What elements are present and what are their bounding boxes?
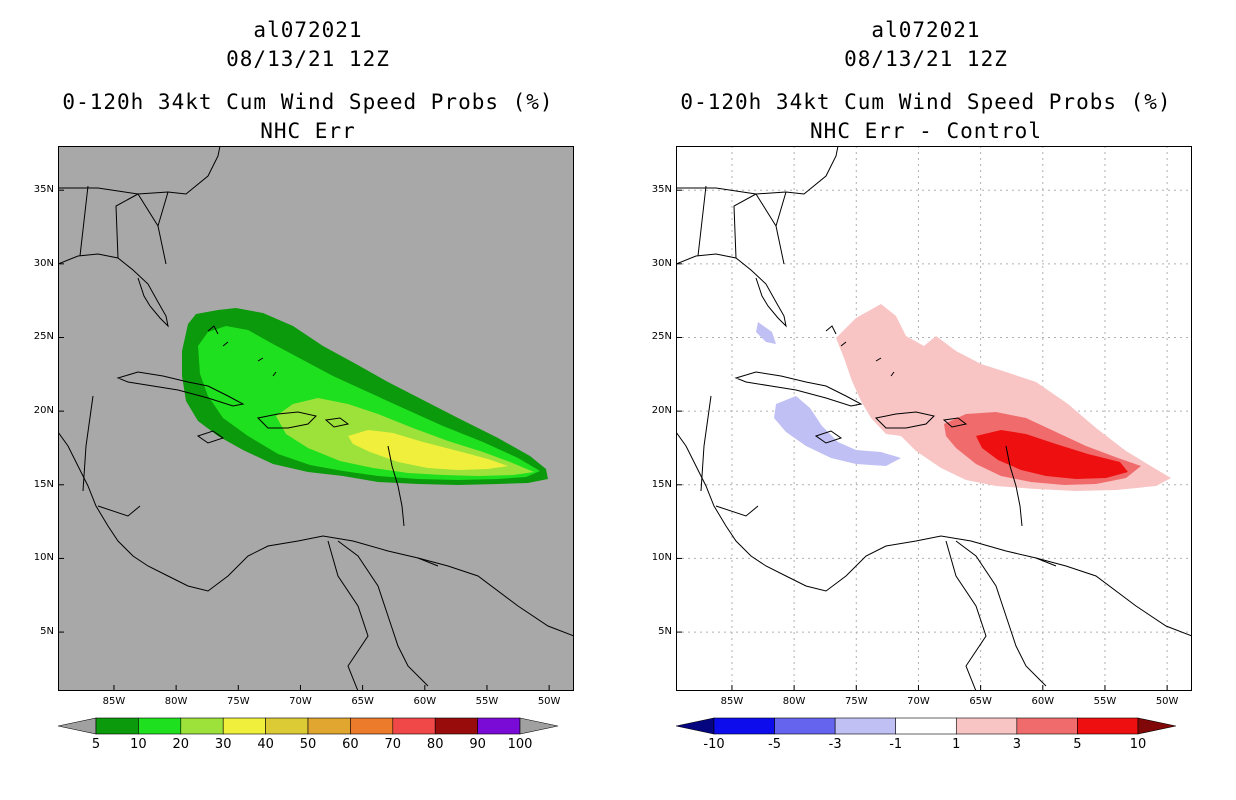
colorbar-swatch [713, 717, 775, 735]
colorbar-label: 90 [469, 737, 486, 752]
left-lon-label: 70W [289, 696, 312, 707]
colorbar-label: 1 [952, 737, 960, 752]
colorbar-label: 3 [1013, 737, 1021, 752]
colorbar-label: -5 [768, 737, 781, 752]
right-lat-label: 35N [651, 184, 672, 196]
diff-contour-minus-1-lower [774, 396, 901, 466]
colorbar-swatch [434, 717, 478, 735]
right-map-border [676, 146, 1192, 691]
colorbar-label: 5 [92, 737, 100, 752]
colorbar-label: 80 [427, 737, 444, 752]
right-lon-label: 55W [1093, 696, 1117, 707]
colorbar-label: 70 [385, 737, 402, 752]
left-date: 08/13/21 12Z [226, 47, 390, 71]
left-probability-map [58, 146, 574, 691]
right-lon-label: 60W [1031, 696, 1055, 707]
left-lat-label: 5N [40, 626, 54, 638]
right-lon-label: 85W [720, 696, 744, 707]
colorbar-under-triangle [58, 717, 97, 735]
colorbar-swatch [834, 717, 897, 735]
colorbar-label: 20 [173, 737, 190, 752]
colorbar-label: 100 [508, 737, 533, 752]
right-lon-label: 70W [907, 696, 930, 707]
left-lat-label: 10N [33, 552, 54, 564]
right-lat-label: 5N [658, 626, 672, 638]
colorbar-label: 10 [1130, 737, 1147, 752]
colorbar-label: 5 [1073, 737, 1081, 752]
colorbar-swatch [180, 717, 224, 735]
colorbar-swatch [265, 717, 309, 735]
left-colorbar: 5 10 20 30 40 50 60 70 80 90 100 [58, 717, 558, 752]
left-lon-label: 60W [413, 696, 437, 707]
prob-contour-30 [348, 430, 508, 470]
left-lat-axis [58, 189, 64, 633]
left-coastlines [58, 146, 574, 691]
left-lon-axis [113, 685, 550, 691]
left-wind-prob-swath [182, 308, 548, 485]
colorbar-over-triangle [519, 717, 558, 735]
left-lon-label: 75W [226, 696, 250, 707]
right-coastlines [676, 146, 1192, 691]
right-lat-label: 10N [651, 552, 672, 564]
right-lon-label: 80W [782, 696, 806, 707]
left-lon-label: 85W [102, 696, 126, 707]
colorbar-label: 50 [300, 737, 317, 752]
colorbar-swatch [392, 717, 436, 735]
colorbar-label: -10 [703, 737, 724, 752]
left-lat-label: 30N [33, 257, 54, 269]
left-product-title: 0-120h 34kt Cum Wind Speed Probs (%) [62, 90, 554, 114]
left-lat-label: 20N [33, 405, 54, 417]
colorbar-swatch [774, 717, 836, 735]
right-lon-label: 75W [844, 696, 868, 707]
colorbar-swatch [1077, 717, 1139, 735]
colorbar-label: 60 [342, 737, 359, 752]
right-lon-label: 50W [1155, 696, 1179, 707]
colorbar-swatch [955, 717, 1018, 735]
left-lat-label: 35N [33, 184, 54, 196]
colorbar-swatch [95, 717, 139, 735]
left-lat-label: 25N [33, 331, 54, 343]
colorbar-swatch [1016, 717, 1078, 735]
diff-contour-plus-1 [836, 304, 1171, 491]
colorbar-label: 10 [130, 737, 147, 752]
colorbar-over-triangle [1137, 717, 1176, 735]
right-lat-label: 25N [651, 331, 672, 343]
left-lon-label: 55W [475, 696, 499, 707]
left-subtitle: NHC Err [260, 119, 356, 143]
left-storm-id: al072021 [253, 18, 363, 42]
right-storm-id: al072021 [871, 18, 981, 42]
right-product-title: 0-120h 34kt Cum Wind Speed Probs (%) [680, 90, 1172, 114]
colorbar-label: 40 [257, 737, 274, 752]
right-difference-map [676, 146, 1192, 691]
right-lat-axis [676, 189, 682, 633]
colorbar-label: -3 [829, 737, 842, 752]
diff-contour-plus-5 [976, 430, 1128, 479]
colorbar-swatch [222, 717, 266, 735]
right-colorbar: -10 -5 -3 -1 1 3 5 10 [676, 717, 1176, 752]
left-lat-label: 15N [33, 478, 54, 490]
left-lon-label: 50W [537, 696, 561, 707]
right-lat-label: 30N [651, 257, 672, 269]
colorbar-label: -1 [889, 737, 902, 752]
colorbar-label: 30 [215, 737, 232, 752]
right-lat-label: 20N [651, 405, 672, 417]
right-difference-swath [756, 304, 1171, 491]
colorbar-under-triangle [676, 717, 715, 735]
left-lon-label: 65W [351, 696, 374, 707]
right-date: 08/13/21 12Z [844, 47, 1008, 71]
right-lon-axis [731, 685, 1168, 691]
diff-contour-minus-1-upper [756, 322, 776, 344]
right-lat-label: 15N [651, 478, 672, 490]
left-map-border [58, 146, 574, 691]
right-gridlines [676, 146, 1192, 691]
colorbar-swatch [895, 717, 957, 735]
colorbar-swatch [307, 717, 351, 735]
colorbar-swatch [477, 717, 521, 735]
colorbar-swatch [350, 717, 394, 735]
left-lon-label: 80W [164, 696, 188, 707]
colorbar-swatch [138, 717, 182, 735]
prob-contour-10 [198, 326, 540, 480]
right-subtitle: NHC Err - Control [810, 119, 1042, 143]
right-lon-label: 65W [969, 696, 992, 707]
